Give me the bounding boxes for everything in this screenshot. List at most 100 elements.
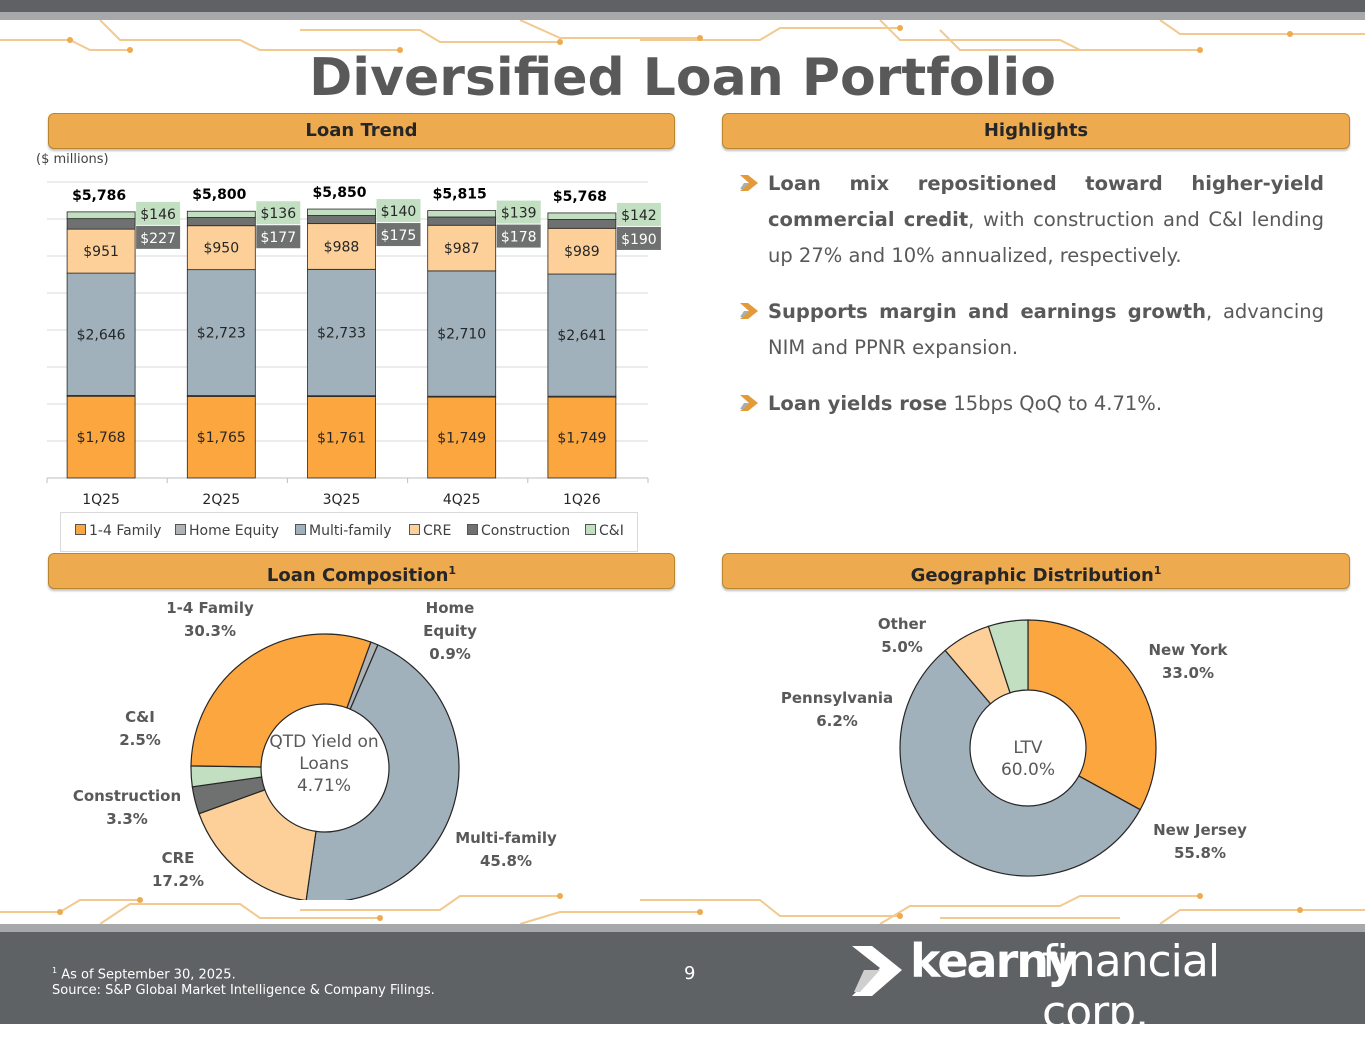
slice-label-other: Other 5.0% [862,613,942,659]
label-line: New Jersey [1153,821,1247,839]
legend-swatch [409,524,420,535]
top-bar-accent [0,12,1365,20]
ci-value-label: $139 [501,206,537,222]
bar-value-label: $950 [203,241,239,257]
label-line: Construction [72,787,182,805]
label-line: 5.0% [881,638,923,656]
highlight-item: Supports margin and earnings growth, adv… [740,294,1324,366]
bar-value-label: $1,765 [197,430,246,446]
loan-trend-chart: $1,768 $2,646 $951 $146 $227 $5,786 1Q25 $1,765… [46,181,661,508]
label-line: 45.8% [479,852,533,870]
bar-segment-multi-family [307,268,376,397]
legend-item-1-4-family: 1-4 Family [75,523,161,539]
legend-label: Multi-family [309,523,392,539]
label-line: Other [877,615,927,633]
slice-label-multi-family: Multi-family 45.8% [446,827,566,873]
bar-segment-c-i [427,210,497,218]
header-highlights: Highlights [722,113,1350,149]
category-label: 2Q25 [202,492,240,508]
highlight-item: Loan mix repositioned toward higher-yiel… [740,166,1324,274]
slice-label-new-jersey: New Jersey 55.8% [1146,819,1254,865]
bar-value-label: $2,723 [197,326,246,342]
donut-slice-new-york [1027,619,1157,811]
legend-label: Construction [481,523,571,539]
construction-label-box [496,224,541,248]
bar-total-label: $5,850 [312,185,366,201]
logo-brand-bold: kearny [910,934,1077,988]
label-line: 2.5% [119,731,161,749]
page-number: 9 [684,963,696,984]
units-label: ($ millions) [36,152,109,167]
arrow-bullet-icon [740,303,758,319]
label-line: CRE [161,849,195,867]
donut-slice-1-4-family [190,633,372,768]
donut-slice-other [987,619,1029,694]
bar-segment-1-4-family [307,396,376,479]
loan-composition-donut [190,633,460,900]
slice-label-cre: CRE 17.2% [138,847,218,893]
bar-segment-c-i [307,208,376,216]
center-line: 60.0% [1000,760,1055,780]
category-label: 3Q25 [323,492,361,508]
construction-label-box [256,225,301,249]
ci-label-box [616,202,661,226]
legend-swatch [75,524,86,535]
bar-segment-multi-family [66,272,136,396]
bar-segment-1-4-family [547,396,617,479]
highlight-text: 15bps QoQ to 4.71%. [947,392,1163,415]
bar-segment-construction [427,216,497,226]
label-line: 30.3% [183,622,237,640]
bar-value-label: $988 [324,239,360,255]
ci-value-label: $142 [621,208,657,224]
label-line: Multi-family [455,829,557,847]
bar-total-label: $5,768 [553,189,607,205]
highlight-text: , with construction and C&I lending up 2… [768,208,1324,267]
construction-label-box [136,225,181,249]
chart-legend: 1-4 Family Home Equity Multi-family CRE Cons… [60,512,638,552]
legend-swatch [175,524,186,535]
highlight-text: , advancing NIM and PPNR expansion. [768,300,1325,359]
construction-value-label: $175 [381,228,417,244]
label-line: Home [425,599,475,617]
bar-value-label: $1,761 [317,430,366,446]
bar-value-label: $1,768 [77,430,126,446]
legend-swatch [467,524,478,535]
construction-label-box [616,226,661,250]
bar-value-label: $989 [564,244,600,260]
center-line: 4.71% [296,776,351,796]
header-loan-trend: Loan Trend [48,113,675,149]
header-geographic-label: Geographic Distribution [910,565,1154,586]
highlights-list: Loan mix repositioned toward higher-yiel… [740,166,1324,442]
center-line: LTV [1013,738,1043,758]
legend-item-c-i: C&I [585,523,624,539]
bar-total-label: $5,815 [433,187,487,203]
donut-slice-cre [198,789,317,900]
legend-swatch [585,524,596,535]
bar-value-label: $2,646 [77,327,126,343]
bar-value-label: $2,641 [557,328,606,344]
slice-label-construction: Construction 3.3% [62,785,192,831]
label-line: 33.0% [1161,664,1215,682]
legend-item-home-equity: Home Equity [175,523,279,539]
bar-value-label: $2,733 [317,326,366,342]
ci-label-box [256,201,301,225]
center-line: QTD Yield on [269,732,379,752]
bar-segment-construction [186,217,256,227]
bar-value-label: $951 [83,244,119,260]
label-line: C&I [125,708,155,726]
header-loan-composition: Loan Composition1 [48,553,675,589]
footnote-marker: 1 [52,966,58,975]
construction-value-label: $190 [621,232,657,248]
donut-slice-new-jersey [899,649,1141,877]
label-line: New York [1148,641,1228,659]
bar-value-label: $1,749 [557,431,606,447]
legend-item-construction: Construction [467,523,570,539]
label-line: 55.8% [1173,844,1227,862]
label-line: 17.2% [151,872,205,890]
ci-label-box [376,199,421,223]
bar-total-label: $5,786 [72,188,126,204]
bar-value-label: $987 [444,241,480,257]
legend-item-cre: CRE [409,523,451,539]
arrow-bullet-icon [740,175,758,191]
bar-segment-1-4-family [186,395,256,479]
